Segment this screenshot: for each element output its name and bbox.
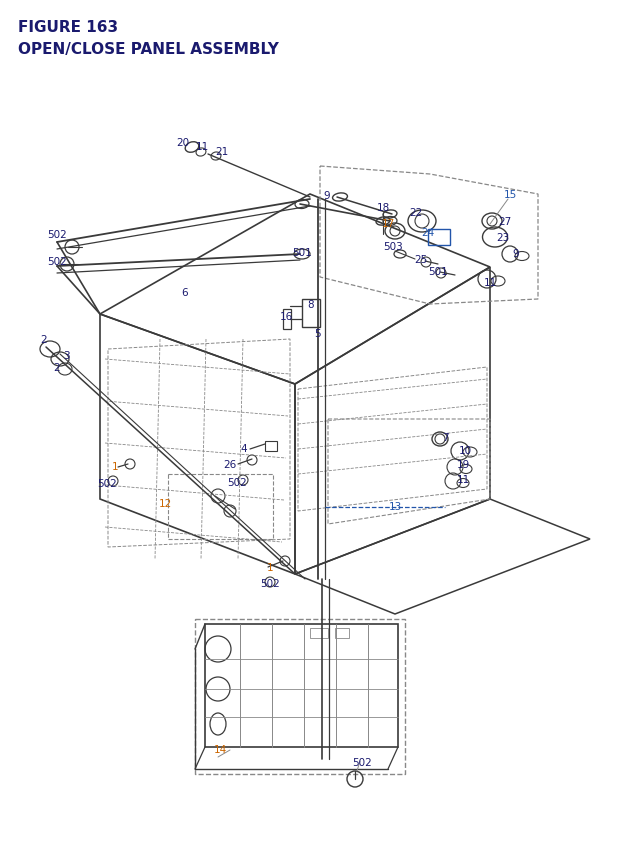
Bar: [168, 474, 273, 539]
Text: 14: 14: [213, 744, 227, 754]
Text: 18: 18: [376, 202, 390, 213]
Bar: [283, 310, 291, 330]
Text: 4: 4: [241, 443, 247, 454]
Text: 20: 20: [177, 138, 189, 148]
Text: 503: 503: [383, 242, 403, 251]
Text: 15: 15: [504, 189, 516, 200]
Text: 17: 17: [381, 219, 395, 229]
Text: 11: 11: [483, 278, 497, 288]
Text: 6: 6: [182, 288, 188, 298]
Text: 5: 5: [314, 329, 320, 338]
Text: 16: 16: [280, 312, 292, 322]
Text: 502: 502: [260, 579, 280, 588]
Text: 502: 502: [47, 257, 67, 267]
Text: 19: 19: [456, 460, 470, 469]
Text: 21: 21: [216, 147, 228, 157]
Text: FIGURE 163: FIGURE 163: [18, 20, 118, 35]
Text: 502: 502: [47, 230, 67, 239]
Text: 11: 11: [195, 142, 209, 152]
Bar: [265, 442, 277, 451]
Text: 501: 501: [428, 267, 448, 276]
Text: 502: 502: [97, 479, 117, 488]
Bar: [195, 619, 405, 774]
Text: 501: 501: [292, 248, 312, 257]
Text: 2: 2: [54, 362, 60, 373]
Text: 12: 12: [158, 499, 172, 508]
Bar: [302, 300, 320, 328]
Bar: [310, 629, 328, 638]
Text: 1: 1: [267, 562, 273, 573]
Text: OPEN/CLOSE PANEL ASSEMBLY: OPEN/CLOSE PANEL ASSEMBLY: [18, 42, 279, 57]
Text: 24: 24: [421, 228, 435, 238]
Text: 7: 7: [442, 432, 448, 443]
Text: 23: 23: [497, 232, 509, 243]
Text: 1: 1: [112, 461, 118, 472]
Text: 10: 10: [458, 445, 472, 455]
Text: 3: 3: [63, 350, 69, 361]
Text: 13: 13: [388, 501, 402, 511]
Text: 22: 22: [410, 208, 422, 218]
Text: 27: 27: [499, 217, 511, 226]
Bar: [335, 629, 349, 638]
Text: 502: 502: [352, 757, 372, 767]
Text: 26: 26: [223, 460, 237, 469]
Text: 9: 9: [513, 249, 519, 258]
Text: 11: 11: [456, 474, 470, 485]
Text: 2: 2: [41, 335, 47, 344]
Text: 502: 502: [227, 478, 247, 487]
Text: 9: 9: [324, 191, 330, 201]
Text: 25: 25: [414, 255, 428, 264]
Text: 8: 8: [308, 300, 314, 310]
Bar: [428, 230, 450, 245]
